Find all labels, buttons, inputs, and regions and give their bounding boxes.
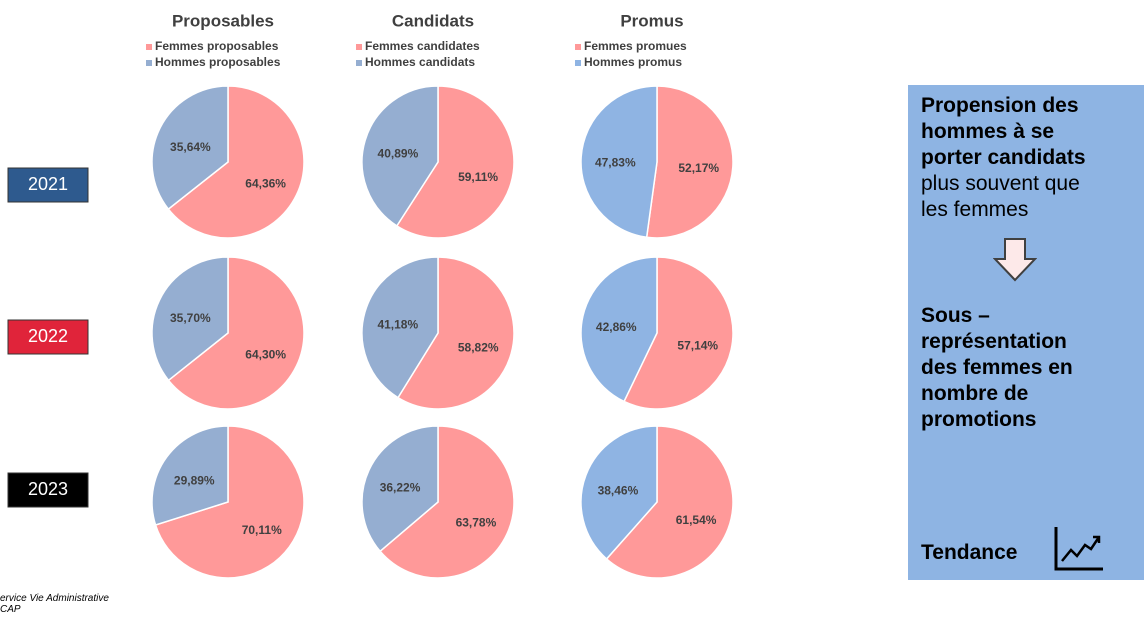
data-label: 57,14% (677, 338, 718, 352)
legend-label: Hommes promus (584, 55, 682, 69)
pie-slice (151, 256, 229, 382)
data-label: 64,30% (245, 347, 286, 361)
data-label: 63,78% (456, 516, 497, 530)
pie-slice (361, 256, 439, 399)
legend-swatch (575, 44, 581, 50)
sidebar-line: les femmes (921, 198, 1029, 221)
down-arrow (993, 238, 1037, 282)
pie-slice (623, 256, 734, 410)
year-box (7, 167, 89, 203)
legend-label: Hommes proposables (155, 55, 281, 69)
pie-slice (580, 425, 658, 560)
pie-slice (154, 425, 305, 579)
data-label: 29,89% (174, 473, 215, 487)
data-label: 41,18% (377, 318, 418, 332)
data-label: 58,82% (458, 341, 499, 355)
pie-slice (395, 85, 515, 239)
pie-slice (645, 85, 734, 239)
pie-slice (580, 256, 658, 403)
year-label: 2023 (28, 479, 68, 499)
chart-title: Promus (620, 11, 683, 30)
legend-swatch (575, 60, 581, 66)
footer-line: CAP (0, 604, 21, 615)
year-label: 2022 (28, 326, 68, 346)
legend-label: Hommes candidats (365, 55, 475, 69)
data-label: 64,36% (245, 176, 286, 190)
footer: ervice Vie Administrative CAP (0, 593, 109, 615)
year-label: 2021 (28, 174, 68, 194)
pie-slice (605, 425, 734, 579)
trend-icon (1054, 527, 1103, 571)
sidebar-line: plus souvent que (921, 172, 1080, 195)
sidebar: Propension des hommes à se porter candid… (908, 85, 1144, 580)
year-box (7, 472, 89, 508)
sidebar-line: Propension des (921, 94, 1079, 117)
charts: 2021 2022 2023 Proposables Femmes proposable… (7, 11, 734, 579)
legend-swatch (356, 44, 362, 50)
data-label: 36,22% (380, 481, 421, 495)
legend-swatch (146, 60, 152, 66)
sidebar-line: des femmes en (921, 356, 1073, 379)
data-label: 52,17% (678, 161, 719, 175)
data-label: 38,46% (598, 483, 639, 497)
data-label: 47,83% (595, 155, 636, 169)
sidebar-line: représentation (921, 330, 1067, 353)
sidebar-line: hommes à se (921, 120, 1055, 143)
legend-label: Femmes proposables (155, 39, 279, 53)
trend-label: Tendance (921, 541, 1018, 564)
pie-slice (396, 256, 515, 410)
sidebar-line: porter candidats (921, 146, 1086, 169)
footer-line: ervice Vie Administrative (0, 593, 109, 604)
chart-title: Candidats (392, 11, 474, 30)
data-label: 61,54% (676, 513, 717, 527)
pie-slice (361, 425, 439, 553)
pie-slice (379, 425, 515, 579)
legend-swatch (356, 60, 362, 66)
sidebar-line: Sous – (921, 304, 990, 327)
data-label: 35,70% (170, 311, 211, 325)
pie-slice (580, 85, 658, 239)
sidebar-line: promotions (921, 408, 1037, 431)
legend-swatch (146, 44, 152, 50)
data-label: 35,64% (170, 140, 211, 154)
data-label: 42,86% (596, 320, 637, 334)
pie-slice (167, 256, 305, 410)
pie-slice (167, 85, 305, 239)
pie-slice (151, 85, 229, 211)
chart-title: Proposables (172, 11, 274, 30)
year-box (7, 319, 89, 355)
legend-label: Femmes promues (584, 39, 687, 53)
legend-label: Femmes candidates (365, 39, 480, 53)
data-label: 59,11% (458, 170, 498, 184)
data-label: 70,11% (242, 523, 282, 537)
pie-slice (151, 425, 229, 526)
sidebar-line: nombre de (921, 382, 1029, 405)
data-label: 40,89% (378, 146, 419, 160)
pie-slice (361, 85, 439, 227)
